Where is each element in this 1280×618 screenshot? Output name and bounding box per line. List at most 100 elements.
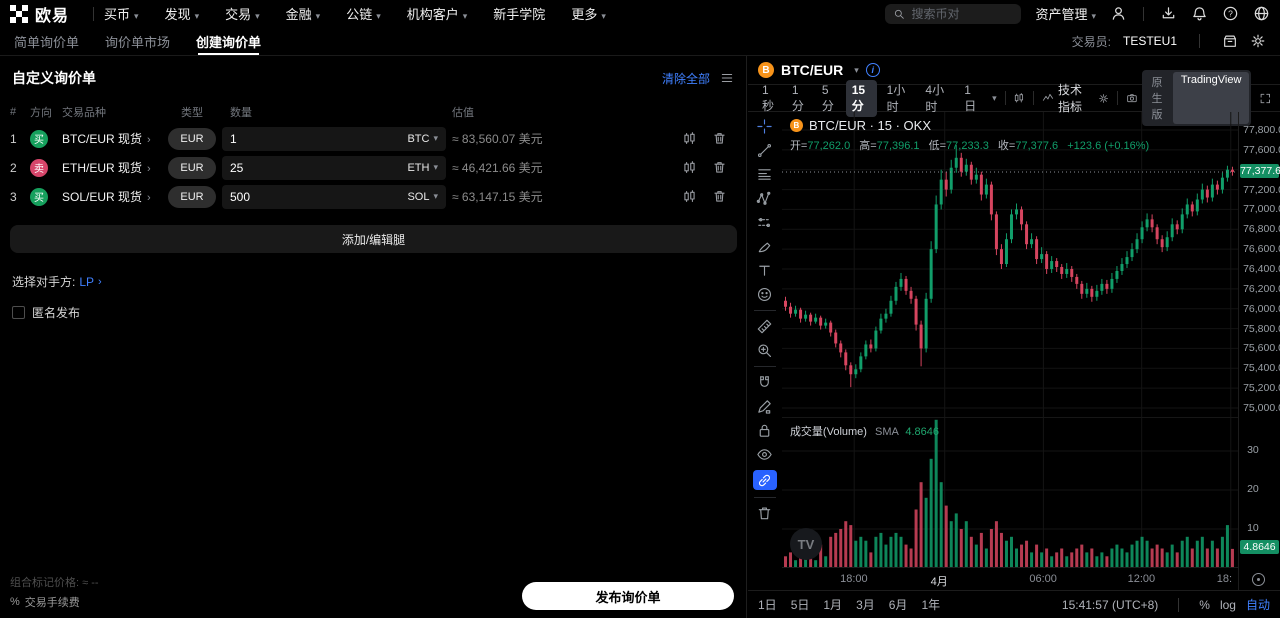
crosshair-tool-icon[interactable] — [753, 118, 777, 135]
publish-rfq-button[interactable]: 发布询价单 — [522, 582, 734, 610]
search-box[interactable] — [885, 3, 1022, 24]
menu-chain[interactable]: 公链 ▾ — [346, 7, 381, 22]
interval-1s[interactable]: 1秒 — [762, 82, 775, 113]
interval-more-chevron-icon[interactable]: ▾ — [992, 92, 997, 103]
fib-retracement-tool-icon[interactable] — [753, 166, 777, 183]
menu-discover[interactable]: 发现 ▾ — [164, 7, 200, 22]
instrument-selector[interactable]: BTC/EUR 现货 › — [62, 132, 151, 146]
anonymous-checkbox[interactable] — [12, 306, 25, 319]
menu-institutional[interactable]: 机构客户 ▾ — [406, 7, 468, 22]
valuation-text: ≈ 63,147.15 美元 — [452, 190, 543, 204]
range-1y[interactable]: 1年 — [921, 598, 941, 612]
amount-input[interactable] — [230, 189, 408, 204]
unit-dropdown[interactable]: SOL ▾ — [407, 190, 438, 203]
volume-pane[interactable]: 成交量(Volume) SMA 4.8646 TV — [781, 417, 1239, 568]
language-globe-icon[interactable] — [1253, 5, 1270, 22]
price-axis[interactable]: 77,377.6 4.8646 77,800.077,600.077,400.0… — [1238, 112, 1280, 590]
tab-create-rfq[interactable]: 创建询价单 — [196, 27, 261, 55]
amount-field: SOL▾ — [222, 184, 446, 209]
screenshot-camera-icon[interactable] — [1126, 90, 1138, 106]
range-6mo[interactable]: 6月 — [888, 598, 908, 612]
zoom-in-tool-icon[interactable] — [753, 342, 777, 359]
settings-gear-icon[interactable] — [1250, 33, 1266, 49]
indicators-button[interactable]: 技术指标 — [1057, 83, 1082, 114]
assets-menu[interactable]: 资产管理 ▾ — [1035, 7, 1096, 22]
counterparty-link[interactable]: LP — [79, 274, 95, 289]
main-menu: 买币 ▾ 发现 ▾ 交易 ▾ 金融 ▾ 公链 ▾ 机构客户 ▾ 新手学院 更多 ▾ — [104, 4, 606, 23]
clear-all-link[interactable]: 清除全部 — [661, 71, 710, 86]
emoji-tool-icon[interactable] — [753, 286, 777, 303]
download-icon[interactable] — [1160, 5, 1177, 22]
projection-tool-icon[interactable] — [753, 214, 777, 231]
chart-canvas[interactable]: B BTC/EUR · 15 · OKX 开=77,262.0 高=77,396… — [781, 112, 1239, 590]
okx-logo[interactable]: 欧易 — [10, 2, 69, 26]
hide-drawings-eye-icon[interactable] — [753, 446, 777, 463]
panel-menu-icon[interactable] — [720, 71, 734, 85]
tradingview-segment[interactable]: TradingView — [1172, 72, 1250, 124]
tab-simple-rfq[interactable]: 简单询价单 — [14, 34, 80, 50]
native-version-segment[interactable]: 原生版 — [1151, 77, 1163, 121]
add-edit-legs-button[interactable]: 添加/编辑腿 — [10, 225, 737, 253]
lock-drawings-tool-icon[interactable] — [753, 422, 777, 439]
counterparty-label: 选择对手方: — [12, 275, 76, 289]
reset-scale-icon[interactable] — [1252, 573, 1266, 586]
interval-5m[interactable]: 5分 — [821, 82, 834, 113]
time-axis[interactable]: 18:00 4月 06:00 12:00 18: — [781, 567, 1239, 590]
xabcd-pattern-tool-icon[interactable] — [753, 190, 777, 207]
range-1d[interactable]: 1日 — [758, 598, 777, 612]
delete-trash-icon[interactable] — [712, 160, 727, 175]
chart-settings-gear-icon[interactable] — [1098, 91, 1109, 106]
indicator-pulse-icon[interactable] — [1042, 90, 1054, 106]
sync-link-tool-icon[interactable] — [752, 470, 777, 490]
range-1mo[interactable]: 1月 — [823, 598, 843, 612]
help-icon[interactable]: ? — [1222, 5, 1239, 22]
log-scale-button[interactable]: log — [1219, 597, 1236, 612]
remove-drawings-trash-icon[interactable] — [753, 505, 777, 522]
delete-trash-icon[interactable] — [712, 189, 727, 204]
chart-candles-icon[interactable] — [682, 160, 697, 175]
search-input[interactable] — [911, 6, 1002, 21]
interval-1h[interactable]: 1小时 — [886, 83, 906, 114]
unit-dropdown[interactable]: ETH ▾ — [407, 161, 438, 174]
user-icon[interactable] — [1110, 5, 1127, 22]
magnet-tool-icon[interactable] — [753, 374, 777, 391]
notifications-bell-icon[interactable] — [1191, 5, 1208, 22]
auto-scale-button[interactable]: 自动 — [1245, 598, 1270, 612]
currency-type-pill[interactable]: EUR — [168, 185, 216, 208]
chart-candles-icon[interactable] — [682, 189, 697, 204]
range-3mo[interactable]: 3月 — [856, 598, 875, 612]
menu-more[interactable]: 更多 ▾ — [571, 7, 606, 22]
percent-scale-button[interactable]: % — [1199, 597, 1210, 612]
menu-academy[interactable]: 新手学院 — [493, 7, 546, 22]
rfq-leg-row: 3 买 SOL/EUR 现货› EUR SOL▾ ≈ 63,147.15 美元 — [0, 182, 746, 211]
symbol-selector[interactable]: BTC/EUR — [781, 62, 844, 78]
interval-4h[interactable]: 4小时 — [925, 83, 945, 114]
fullscreen-expand-icon[interactable] — [1259, 91, 1272, 106]
delete-trash-icon[interactable] — [712, 131, 727, 146]
amount-input[interactable] — [230, 160, 408, 175]
instrument-selector[interactable]: SOL/EUR 现货 › — [62, 190, 151, 204]
candle-style-icon[interactable] — [1013, 90, 1025, 106]
currency-type-pill[interactable]: EUR — [168, 156, 216, 179]
interval-1m[interactable]: 1分 — [791, 82, 804, 113]
instrument-selector[interactable]: ETH/EUR 现货 › — [62, 161, 151, 175]
tab-rfq-market[interactable]: 询价单市场 — [105, 34, 171, 50]
info-icon[interactable]: i — [865, 63, 880, 77]
range-5d[interactable]: 5日 — [790, 598, 810, 612]
interval-1d[interactable]: 1日 — [964, 82, 977, 113]
text-tool-icon[interactable] — [753, 262, 777, 279]
currency-type-pill[interactable]: EUR — [168, 127, 216, 150]
amount-input[interactable] — [230, 131, 408, 146]
menu-trade[interactable]: 交易 ▾ — [225, 7, 260, 22]
price-pane[interactable] — [781, 112, 1239, 417]
measure-ruler-tool-icon[interactable] — [753, 318, 777, 335]
trendline-tool-icon[interactable] — [753, 142, 777, 159]
menu-buy-crypto[interactable]: 买币 ▾ — [104, 7, 139, 22]
unit-dropdown[interactable]: BTC ▾ — [407, 132, 438, 145]
menu-finance[interactable]: 金融 ▾ — [285, 7, 321, 22]
interval-15m[interactable]: 15分 — [845, 79, 877, 117]
chart-candles-icon[interactable] — [682, 131, 697, 146]
brush-tool-icon[interactable] — [753, 238, 777, 255]
orders-box-icon[interactable] — [1222, 33, 1238, 49]
drawing-mode-tool-icon[interactable] — [753, 398, 777, 415]
